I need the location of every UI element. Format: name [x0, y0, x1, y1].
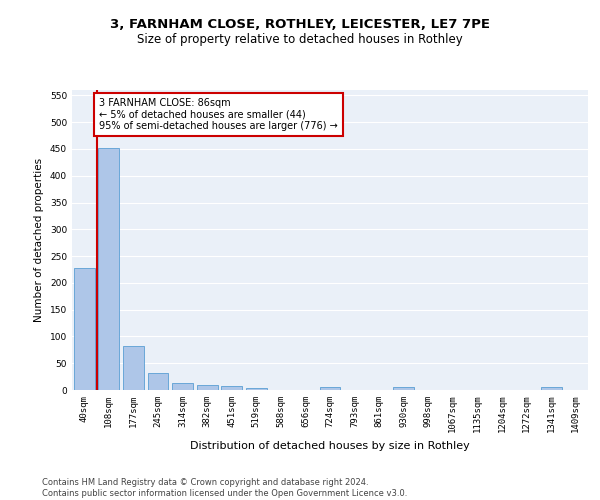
- X-axis label: Distribution of detached houses by size in Rothley: Distribution of detached houses by size …: [190, 441, 470, 451]
- Bar: [221, 386, 242, 390]
- Bar: [98, 148, 119, 390]
- Bar: [148, 373, 169, 390]
- Bar: [172, 383, 193, 390]
- Bar: [320, 388, 340, 390]
- Bar: [541, 388, 562, 390]
- Bar: [123, 346, 144, 390]
- Text: Contains HM Land Registry data © Crown copyright and database right 2024.
Contai: Contains HM Land Registry data © Crown c…: [42, 478, 407, 498]
- Bar: [393, 388, 414, 390]
- Bar: [74, 268, 95, 390]
- Text: 3, FARNHAM CLOSE, ROTHLEY, LEICESTER, LE7 7PE: 3, FARNHAM CLOSE, ROTHLEY, LEICESTER, LE…: [110, 18, 490, 30]
- Text: Size of property relative to detached houses in Rothley: Size of property relative to detached ho…: [137, 32, 463, 46]
- Bar: [197, 384, 218, 390]
- Text: 3 FARNHAM CLOSE: 86sqm
← 5% of detached houses are smaller (44)
95% of semi-deta: 3 FARNHAM CLOSE: 86sqm ← 5% of detached …: [99, 98, 338, 131]
- Bar: [246, 388, 267, 390]
- Y-axis label: Number of detached properties: Number of detached properties: [34, 158, 44, 322]
